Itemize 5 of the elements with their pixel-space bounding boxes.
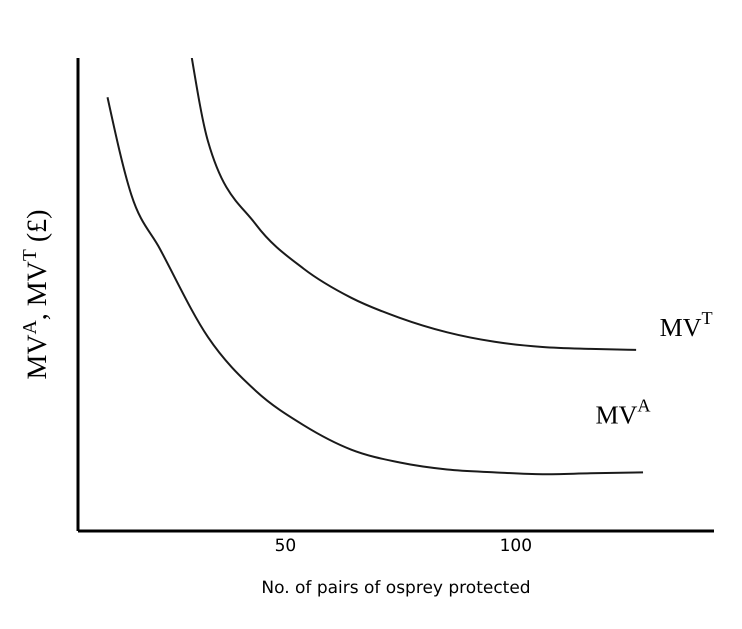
x-axis-title: No. of pairs of osprey protected <box>261 578 531 598</box>
x-tick-label: 100 <box>500 536 532 556</box>
series-label: MV$^{A}$ <box>596 396 651 430</box>
x-tick-label: 50 <box>274 536 296 556</box>
series-label: MV$^{T}$ <box>660 308 713 342</box>
